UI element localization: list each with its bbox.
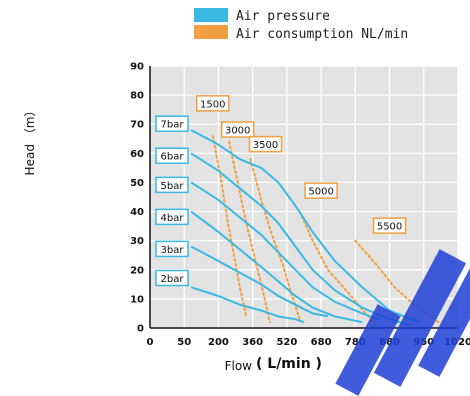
y-tick-label-90: 90 [130,62,144,73]
x-tick-label-520: 520 [276,337,297,348]
consumption-tag-box-1500 [195,95,230,112]
air-pressure-curves [190,129,420,327]
pressure-tag-box-4bar [155,208,189,226]
consumption-tag-box-3000 [220,121,255,138]
legend-label-air-consumption: Air consumption NL/min [236,27,408,42]
y-tick-label-80: 80 [130,91,144,102]
pressure-tag-box-6bar [155,147,189,164]
x-tick-label-200: 200 [208,337,229,348]
pressure-tag-6bar: 6bar [161,152,185,163]
pressure-line-7bar [190,129,420,324]
pressure-tag-box-3bar [155,240,189,258]
pressure-tag-box-7bar [155,115,189,132]
consumption-line-3500 [249,158,301,321]
legend-swatch-air-pressure [194,8,228,22]
consumption-tag-box-3500 [248,135,283,153]
legend-swatch-air-consumption [194,25,228,39]
y-tick-label-10: 10 [130,294,144,305]
consumption-tag-3500: 3500 [253,140,278,151]
pressure-line-5bar [190,181,380,321]
pressure-tag-2bar: 2bar [161,274,185,285]
consumption-tag-5000: 5000 [308,187,333,198]
consumption-line-3000 [228,140,271,324]
y-tick-label-60: 60 [130,149,144,160]
y-tick-label-30: 30 [130,236,144,247]
pressure-line-6bar [190,152,410,327]
x-tick-label-360: 360 [242,337,263,348]
x-tick-label-0: 0 [147,337,154,348]
x-axis-title: Flow [225,359,253,373]
x-axis-unit: ( L/min ) [256,356,322,372]
consumption-line-1500 [211,134,248,318]
legend-label-air-pressure: Air pressure [236,9,330,24]
y-tick-label-20: 20 [130,265,144,276]
consumption-tag-3000: 3000 [225,126,250,137]
y-tick-label-70: 70 [130,120,144,131]
x-tick-label-780: 780 [345,337,366,348]
pressure-tag-box-5bar [155,176,189,194]
consumption-tag-1500: 1500 [200,99,225,110]
consumption-tag-box-5500 [372,217,407,234]
pressure-tag-4bar: 4bar [161,213,185,224]
pressure-line-3bar [190,245,329,318]
consumption-tag-5500: 5500 [377,222,402,233]
legend: Air pressure Air consumption NL/min [194,8,408,42]
y-tick-label-50: 50 [130,178,144,189]
pressure-tag-5bar: 5bar [161,181,185,192]
pressure-tag-3bar: 3bar [161,245,185,256]
x-tick-label-680: 680 [311,337,332,348]
pressure-tag-7bar: 7bar [161,120,185,131]
y-axis-title: Head （m） [23,105,37,176]
pressure-tag-box-2bar [155,269,189,287]
pressure-line-4bar [190,210,363,324]
y-tick-label-40: 40 [130,207,144,218]
y-tick-label-0: 0 [137,324,144,335]
x-tick-label-50: 50 [177,337,191,348]
consumption-tag-box-5000 [304,182,338,199]
pressure-line-2bar [190,286,305,324]
pump-performance-chart: Air pressure Air consumption NL/min 0 10 2… [23,8,470,373]
